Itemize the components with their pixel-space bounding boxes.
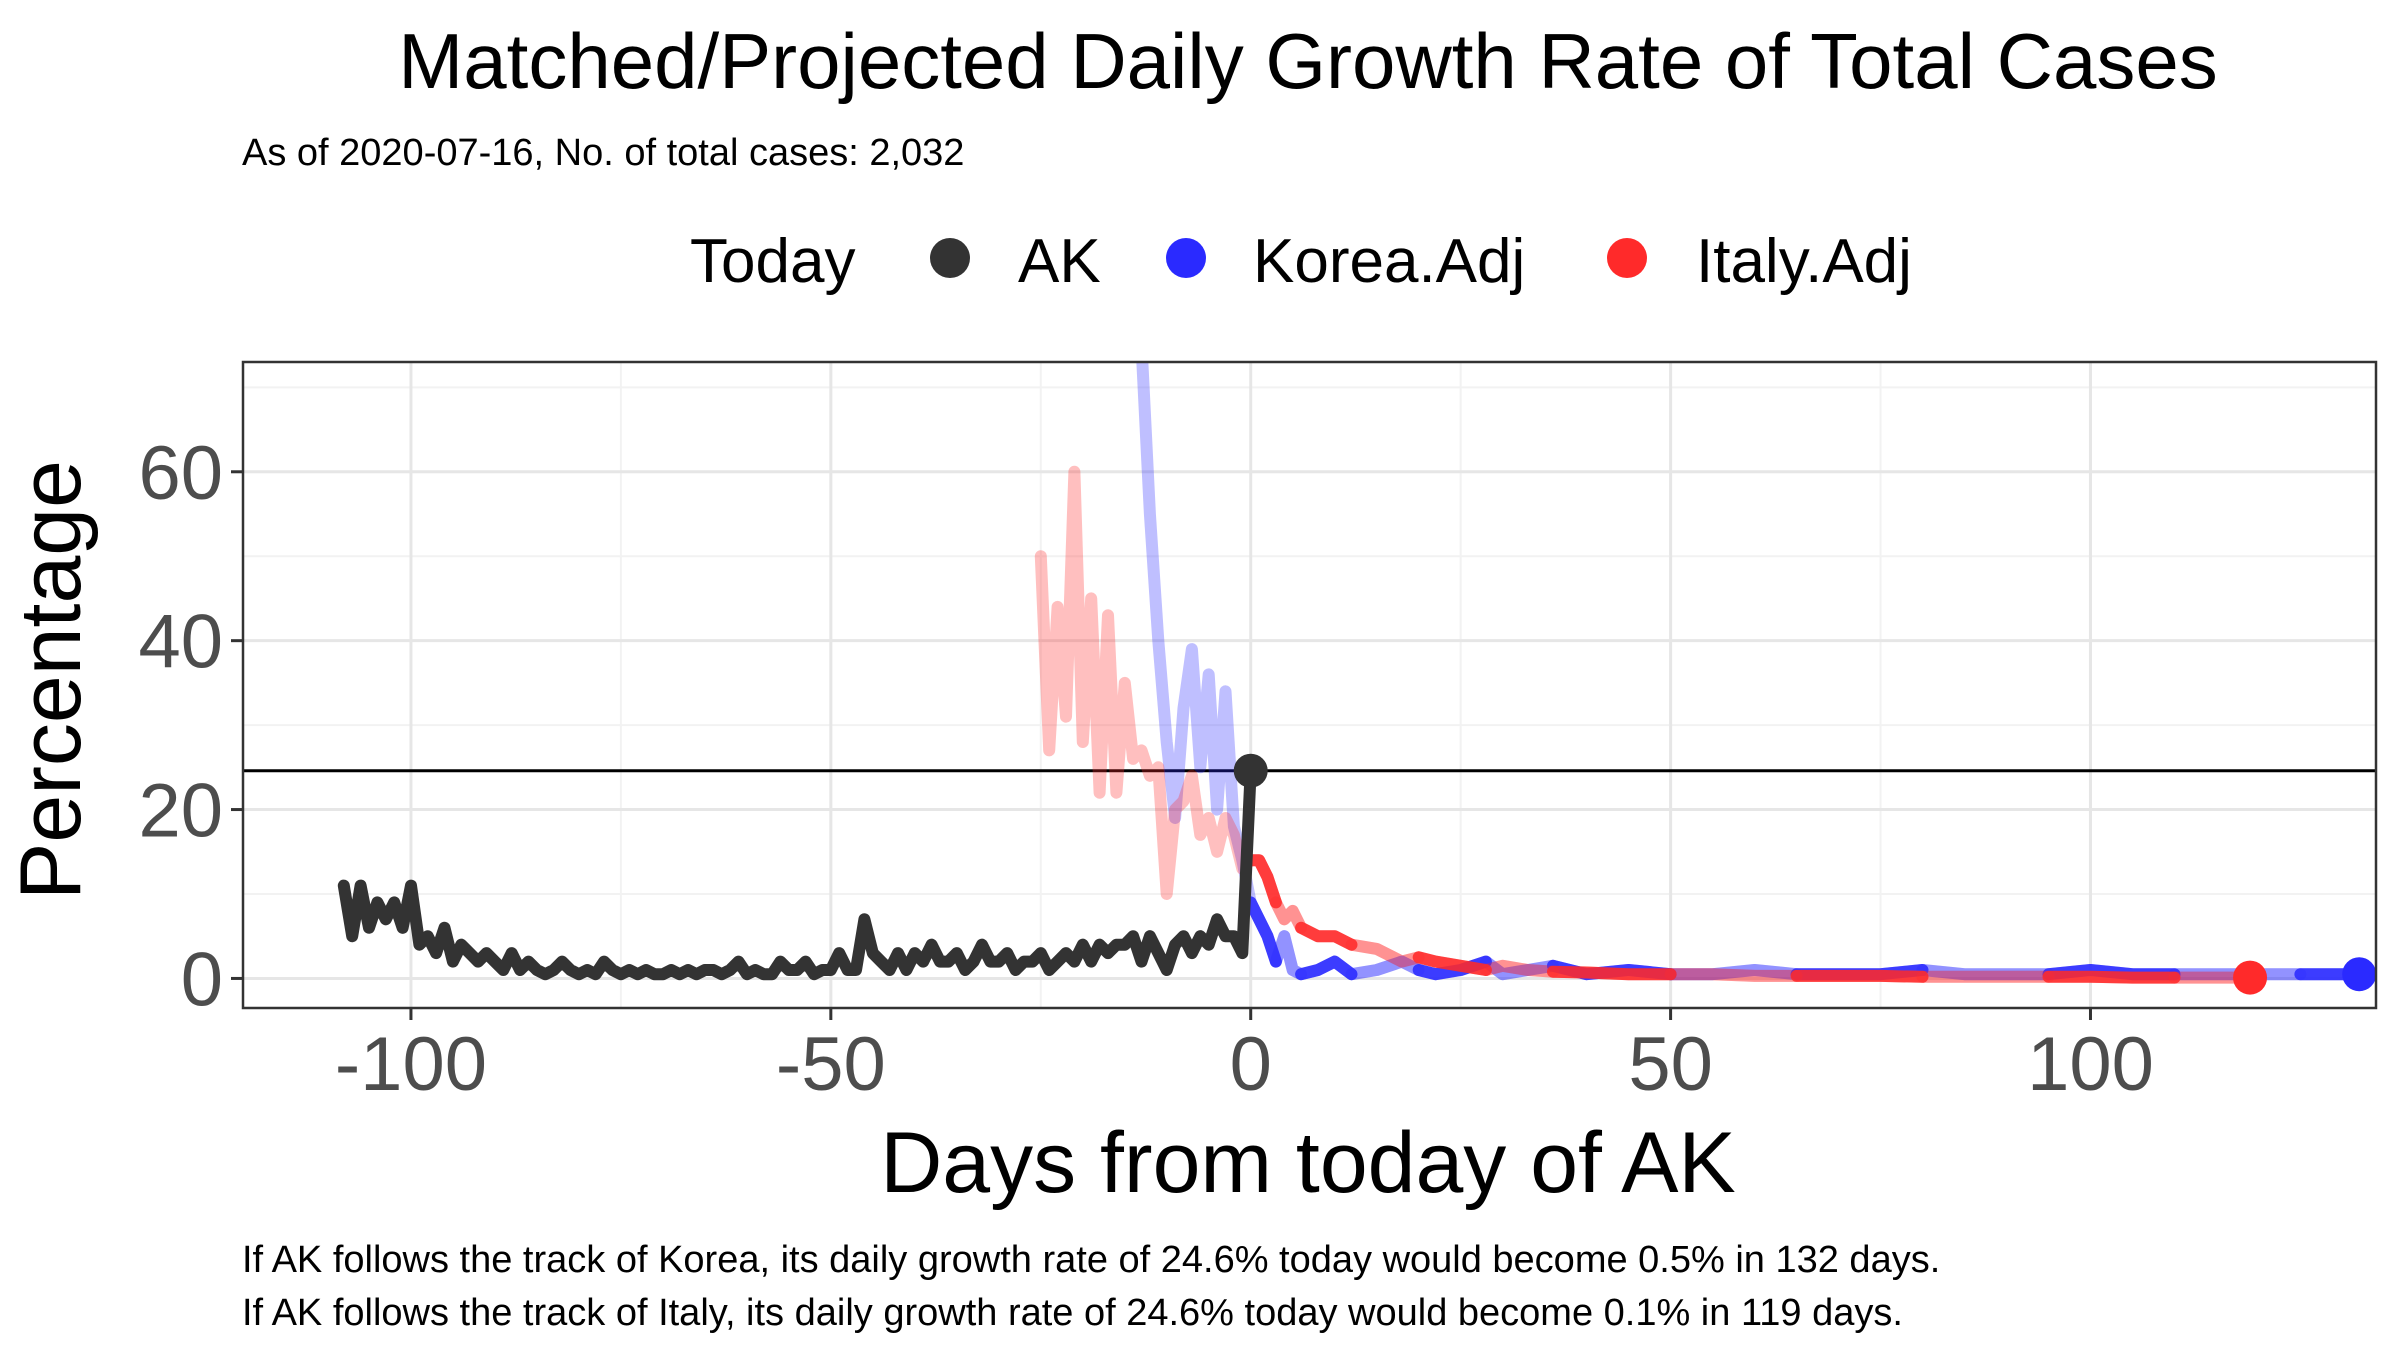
- caption-korea: If AK follows the track of Korea, its da…: [242, 1239, 1940, 1281]
- legend-label-korea: Korea.Adj: [1253, 227, 1525, 296]
- legend-key-italy: [1607, 238, 1647, 278]
- series-layer: [337, 362, 2366, 984]
- korea-adj-end-point: [2342, 957, 2377, 992]
- series-line-italy-adj-projected: [1244, 854, 1282, 909]
- italy-adj-end-point: [2233, 960, 2268, 995]
- points-layer: [1233, 753, 2377, 995]
- caption-italy: If AK follows the track of Italy, its da…: [242, 1292, 1903, 1334]
- series-line-korea-adj-projected: [1345, 955, 1425, 981]
- series-line-italy-adj-projected: [1295, 921, 1358, 951]
- series-line-italy-adj-projected: [1269, 896, 1308, 934]
- x-axis-title: Days from today of AK: [880, 1115, 1736, 1211]
- y-axis-title: Percentage: [3, 460, 99, 900]
- x-tick-label: 0: [1230, 1022, 1272, 1107]
- series-line-italy-adj-projected: [1664, 968, 1803, 982]
- legend-title: Today: [690, 227, 855, 296]
- x-tick-label: 50: [1628, 1022, 1713, 1107]
- legend-label-ak: AK: [1018, 227, 1101, 296]
- legend-key-ak: [930, 238, 970, 278]
- series-line-italy-adj-projected: [1547, 965, 1677, 981]
- chart-title: Matched/Projected Daily Growth Rate of T…: [398, 17, 2217, 105]
- legend: Today AK Korea.Adj Italy.Adj: [690, 227, 1912, 296]
- x-tick-label: 100: [2027, 1022, 2154, 1107]
- series-line-korea-adj-projected: [1664, 964, 1803, 981]
- legend-key-korea: [1166, 238, 1206, 278]
- series-line-italy-adj-projected: [1345, 938, 1425, 968]
- series-line-korea-adj-projected: [1295, 955, 1358, 981]
- x-tick-label: -100: [335, 1022, 487, 1107]
- plot-panel-border: [241, 360, 2378, 1010]
- y-tick-label: 20: [138, 769, 223, 854]
- legend-label-italy: Italy.Adj: [1696, 227, 1912, 296]
- series-line-korea-adj-projected: [1479, 955, 1559, 981]
- series-line-italy-adj-projected: [1479, 959, 1559, 978]
- y-tick-label: 0: [181, 937, 223, 1022]
- series-line-korea-adj-projected: [1244, 896, 1282, 968]
- series-lines: [337, 362, 2366, 984]
- chart-subtitle: As of 2020-07-16, No. of total cases: 2,…: [242, 132, 964, 174]
- plot-panel: [243, 362, 2376, 1008]
- x-tick-label: -50: [776, 1022, 886, 1107]
- y-tick-label: 60: [138, 431, 223, 516]
- series-line-italy-adj-projected: [2042, 970, 2181, 984]
- y-tick-label: 40: [138, 600, 223, 685]
- grid: [243, 362, 2376, 1008]
- series-line-ak: [337, 764, 1257, 981]
- series-line-italy-adj-projected: [1790, 969, 1929, 983]
- series-line-korea-adj-projected: [1916, 964, 2055, 981]
- series-line-italy-adj-projected: [1412, 951, 1492, 976]
- axis-ticks: -100 -50 0 50 100 0 20 40 60: [138, 431, 2153, 1107]
- ak-today-point: [1233, 753, 1268, 788]
